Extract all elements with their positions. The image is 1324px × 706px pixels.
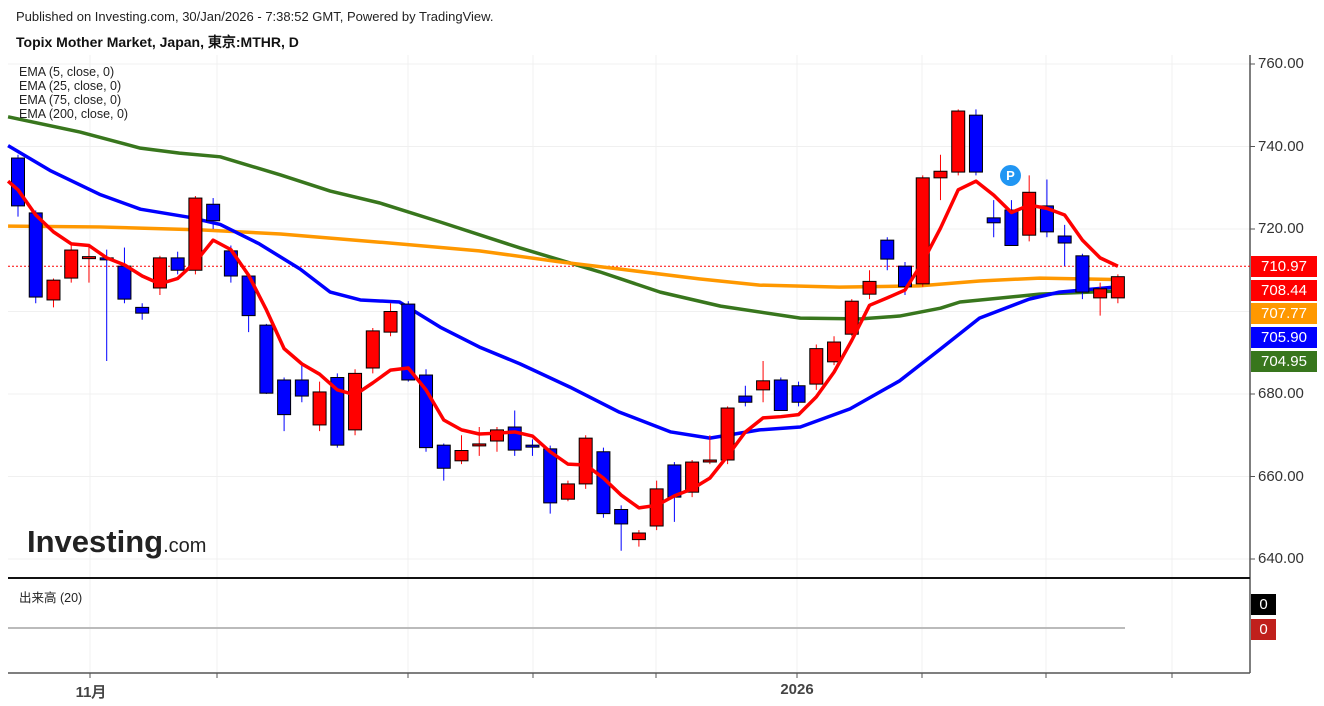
candle-body	[436, 444, 451, 469]
candle-body	[1022, 191, 1037, 236]
ema-line-2	[8, 224, 1115, 289]
candle-body	[578, 437, 593, 485]
price-badge: 710.97	[1251, 256, 1317, 277]
candle-body	[756, 380, 771, 391]
y-tick-label: 740.00	[1258, 137, 1304, 155]
candle-body	[773, 379, 788, 412]
candle-body	[685, 461, 700, 493]
candle-body	[489, 429, 504, 442]
candle-body	[330, 377, 345, 446]
candle-body	[401, 303, 416, 381]
ema-line-0	[6, 179, 1119, 510]
candle-body	[46, 279, 61, 301]
candle-body	[951, 110, 966, 173]
candle-body	[631, 532, 646, 541]
y-tick-label: 680.00	[1258, 385, 1304, 402]
candle-body	[28, 212, 43, 298]
candle-body	[1057, 235, 1072, 244]
candle-body	[968, 114, 983, 173]
candle-body	[152, 257, 167, 289]
candle-body	[170, 257, 185, 271]
chart-title: Topix Mother Market, Japan, 東京:MTHR, D	[16, 34, 299, 50]
candle-body	[986, 217, 1001, 224]
candle-body	[614, 509, 629, 525]
candle-body	[454, 450, 469, 462]
investing-logo: Investing.com	[27, 524, 206, 560]
candle-body	[560, 483, 575, 500]
price-badge: 708.44	[1251, 280, 1317, 301]
y-tick-label: 640.00	[1258, 550, 1304, 567]
candle-body	[1075, 255, 1090, 293]
candle-body	[117, 265, 132, 300]
x-tick-label: 11月	[75, 684, 107, 701]
p-marker-icon[interactable]: P	[1000, 165, 1021, 186]
candle-body	[294, 379, 309, 397]
candle-body	[827, 341, 842, 363]
y-tick-label: 760.00	[1258, 55, 1304, 72]
candle-body	[472, 443, 487, 447]
candle-body	[525, 444, 540, 448]
legend-ema25[interactable]: EMA (25, close, 0)	[19, 79, 122, 93]
candle-body	[259, 324, 274, 394]
candle-body	[81, 256, 96, 260]
logo-main: Investing	[27, 524, 164, 559]
candle-body	[188, 197, 203, 271]
legend-ema5[interactable]: EMA (5, close, 0)	[19, 65, 115, 79]
y-tick-label: 720.00	[1258, 220, 1304, 237]
legend-ema200[interactable]: EMA (200, close, 0)	[19, 107, 129, 121]
candle-body	[348, 372, 363, 431]
candle-body	[206, 203, 221, 222]
x-tick-label: 2026	[780, 681, 814, 698]
price-badge: 704.95	[1251, 351, 1317, 372]
candle-body	[702, 459, 717, 463]
candle-body	[135, 306, 150, 314]
price-badge: 707.77	[1251, 303, 1317, 324]
published-note: Published on Investing.com, 30/Jan/2026 …	[16, 9, 494, 24]
indicator-legend: EMA (5, close, 0) EMA (25, close, 0) EMA…	[19, 65, 128, 121]
candle-body	[1039, 205, 1054, 233]
candle-body	[1004, 209, 1019, 246]
candle-body	[277, 379, 292, 416]
candle-body	[1093, 288, 1108, 299]
candle-body	[898, 265, 912, 288]
candle-body	[312, 391, 327, 426]
candle-body	[933, 170, 948, 179]
ema-line-3	[7, 115, 1115, 321]
candle-body	[365, 330, 380, 369]
candle-body	[543, 448, 558, 504]
volume-badge: 0	[1251, 594, 1276, 615]
candle-body	[791, 385, 806, 403]
y-tick-label: 660.00	[1258, 467, 1304, 485]
legend-ema75[interactable]: EMA (75, close, 0)	[19, 93, 122, 107]
candle-body	[383, 311, 398, 333]
candle-body	[809, 348, 824, 385]
candle-body	[862, 280, 877, 295]
volume-ma-badge: 0	[1251, 619, 1276, 640]
candle-body	[64, 249, 79, 279]
candle-body	[880, 239, 895, 260]
candle-body	[738, 395, 753, 403]
logo-suffix: .com	[163, 535, 207, 557]
price-badge: 705.90	[1251, 327, 1317, 348]
candle-body	[844, 300, 859, 335]
volume-label: 出来高 (20)	[19, 591, 83, 605]
candle-body	[1110, 276, 1125, 299]
candle-body	[720, 407, 735, 461]
